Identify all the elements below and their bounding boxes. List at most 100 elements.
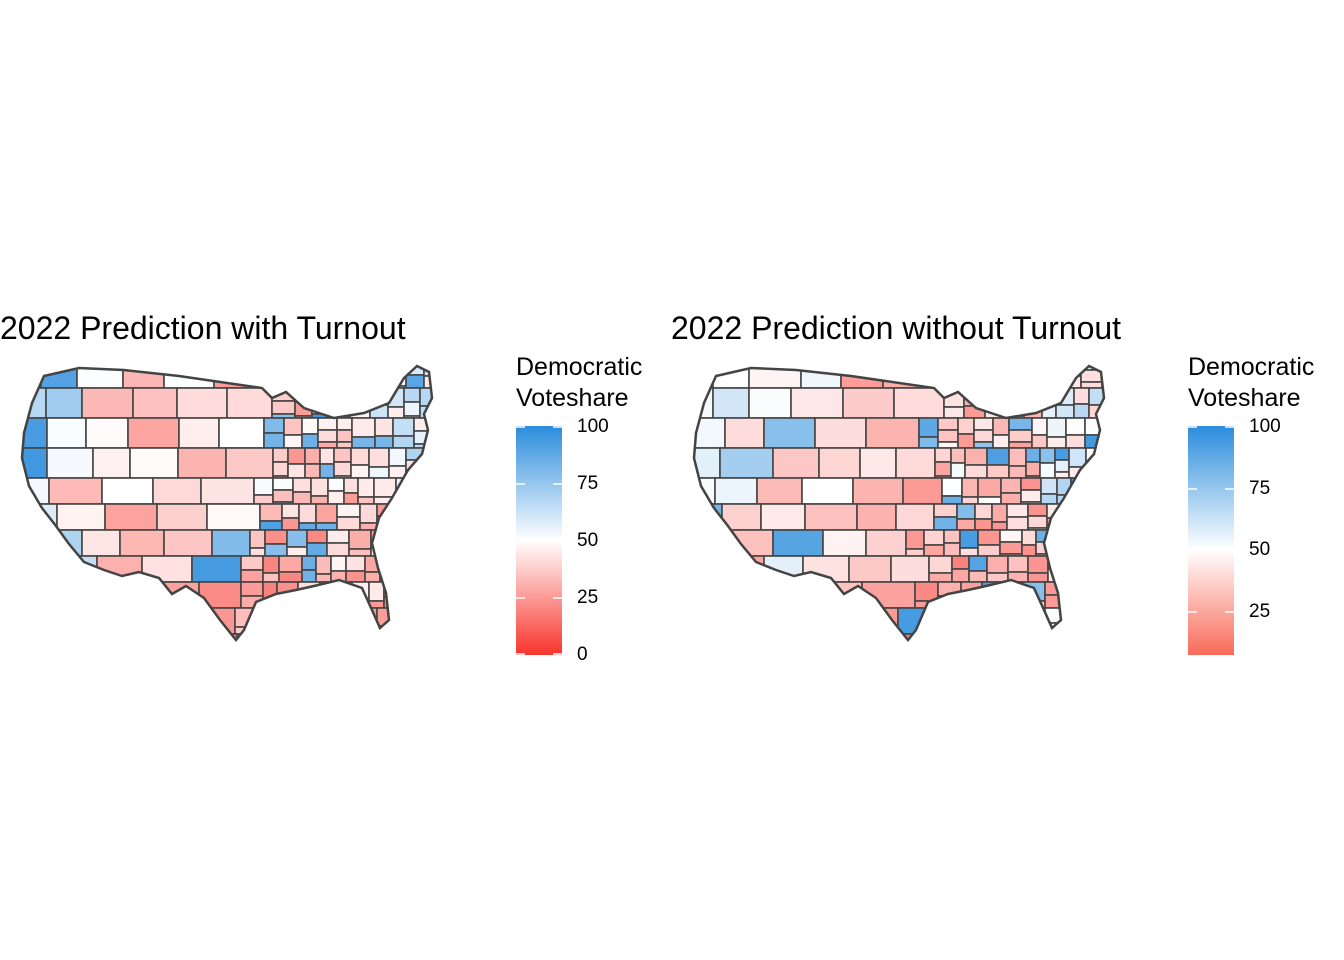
district-area bbox=[818, 447, 861, 479]
district-area bbox=[951, 568, 970, 583]
district-area bbox=[405, 471, 424, 479]
district-area bbox=[263, 417, 285, 434]
district-area bbox=[441, 478, 455, 496]
district-area bbox=[756, 477, 803, 505]
district-area bbox=[1028, 366, 1046, 375]
district-area bbox=[283, 417, 303, 436]
district-area bbox=[964, 447, 988, 466]
district-area bbox=[22, 366, 42, 389]
district-area bbox=[726, 633, 781, 640]
district-area bbox=[981, 624, 1002, 635]
district-area bbox=[1068, 447, 1087, 468]
district-area bbox=[1011, 366, 1030, 375]
legend-tick-label: 25 bbox=[1249, 601, 1271, 622]
district-area bbox=[973, 441, 994, 449]
district-area bbox=[973, 429, 994, 443]
district-area bbox=[748, 366, 802, 389]
district-area bbox=[431, 529, 432, 547]
district-area bbox=[1070, 489, 1093, 503]
legend-tick-label: 0 bbox=[577, 644, 588, 665]
district-area bbox=[763, 417, 816, 449]
district-area bbox=[191, 555, 242, 583]
district-area bbox=[22, 417, 48, 449]
district-area bbox=[271, 400, 296, 415]
district-area bbox=[950, 462, 966, 479]
district-area bbox=[963, 387, 986, 407]
district-area bbox=[22, 529, 44, 557]
district-area bbox=[22, 633, 47, 640]
district-area bbox=[840, 366, 884, 389]
district-area bbox=[933, 516, 958, 531]
district-area bbox=[255, 366, 272, 377]
district-area bbox=[374, 417, 394, 437]
district-area bbox=[1008, 417, 1033, 431]
district-area bbox=[1044, 366, 1064, 376]
district-area bbox=[986, 464, 1010, 479]
legend-title-line2: Voteshare bbox=[516, 384, 629, 412]
district-area bbox=[336, 516, 361, 531]
district-area bbox=[1006, 503, 1029, 518]
district-area bbox=[953, 633, 975, 640]
district-area bbox=[397, 555, 420, 574]
district-area bbox=[1063, 607, 1083, 623]
legend-tick-label: 50 bbox=[1249, 539, 1271, 560]
district-area bbox=[412, 625, 432, 635]
district-area bbox=[438, 386, 461, 388]
district-area bbox=[956, 366, 981, 378]
legend-title-line2: Voteshare bbox=[1188, 384, 1301, 412]
district-area bbox=[1101, 555, 1104, 574]
district-area bbox=[977, 529, 1001, 546]
district-area bbox=[961, 477, 979, 498]
district-area bbox=[956, 503, 976, 520]
district-area bbox=[1057, 544, 1074, 557]
district-area bbox=[330, 555, 347, 572]
district-area bbox=[163, 366, 215, 389]
district-area bbox=[211, 529, 251, 557]
district-area bbox=[76, 366, 124, 389]
district-area bbox=[1064, 573, 1082, 583]
district-area bbox=[294, 387, 313, 403]
district-area bbox=[1027, 503, 1048, 517]
district-area bbox=[1031, 434, 1048, 449]
district-area bbox=[1039, 447, 1056, 464]
district-area bbox=[225, 447, 274, 479]
district-area bbox=[1097, 600, 1104, 609]
district-area bbox=[345, 555, 366, 572]
district-area bbox=[343, 477, 359, 494]
district-area bbox=[85, 417, 129, 449]
district-area bbox=[790, 387, 844, 419]
district-area bbox=[916, 652, 934, 660]
district-area bbox=[292, 491, 312, 505]
district-area bbox=[359, 503, 378, 524]
district-area bbox=[964, 464, 988, 479]
district-area bbox=[226, 387, 273, 419]
district-area bbox=[319, 650, 335, 660]
district-area bbox=[1091, 491, 1104, 505]
district-area bbox=[272, 477, 294, 491]
district-area bbox=[334, 633, 358, 640]
district-area bbox=[981, 607, 1002, 626]
district-area bbox=[436, 504, 451, 523]
district-area bbox=[722, 555, 765, 583]
district-area bbox=[272, 607, 296, 628]
district-area bbox=[774, 581, 820, 609]
district-area bbox=[253, 477, 274, 496]
district-area bbox=[262, 600, 278, 609]
district-area bbox=[395, 490, 419, 505]
district-area bbox=[763, 555, 804, 583]
district-area bbox=[240, 581, 264, 597]
district-area bbox=[992, 417, 1010, 436]
district-area bbox=[252, 626, 274, 635]
district-area bbox=[422, 463, 432, 479]
district-area bbox=[319, 447, 335, 465]
district-area bbox=[438, 372, 461, 386]
district-area bbox=[296, 633, 320, 640]
district-area bbox=[1101, 376, 1104, 389]
district-area bbox=[1070, 501, 1093, 505]
district-area bbox=[281, 503, 300, 519]
district-area bbox=[264, 529, 288, 545]
district-area bbox=[1107, 448, 1124, 464]
district-area bbox=[337, 600, 353, 609]
district-area bbox=[1107, 530, 1128, 542]
